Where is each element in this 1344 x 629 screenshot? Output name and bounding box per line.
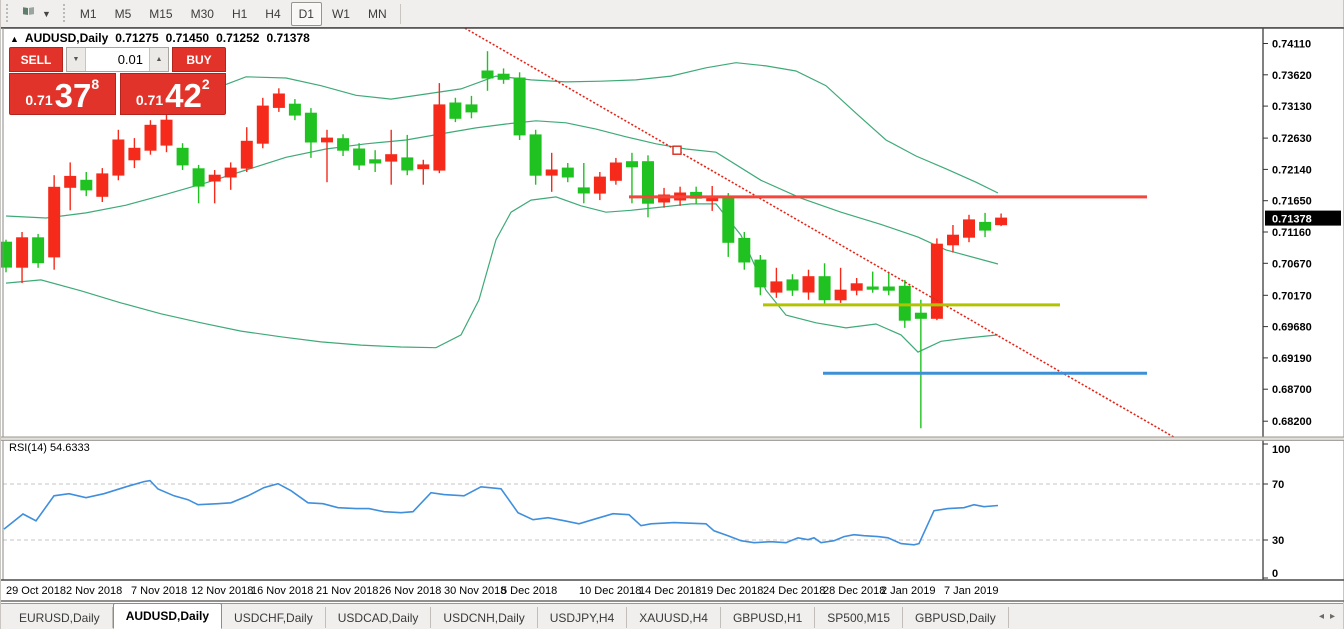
svg-text:0.72140: 0.72140 bbox=[1272, 164, 1312, 176]
timeframe-button-w1[interactable]: W1 bbox=[331, 6, 350, 21]
svg-text:26 Nov 2018: 26 Nov 2018 bbox=[379, 585, 441, 597]
svg-text:5 Dec 2018: 5 Dec 2018 bbox=[501, 585, 557, 597]
timeframe-button-m30[interactable]: M30 bbox=[190, 6, 214, 21]
tab-scroll-left-icon[interactable]: ◂ bbox=[1318, 611, 1324, 622]
candlesticks bbox=[1, 51, 1008, 429]
chart-canvas[interactable]: 0.74110 0.73620 0.73130 0.72630 0.72140 0.716… bbox=[1, 0, 1344, 602]
sell-price-prefix: 0.71 bbox=[25, 92, 53, 108]
price-axis[interactable]: 0.74110 0.73620 0.73130 0.72630 0.72140 0.716… bbox=[1263, 39, 1341, 581]
symbols-tool-button[interactable]: ▼ bbox=[15, 2, 57, 26]
date-axis[interactable]: 29 Oct 2018 2 Nov 2018 7 Nov 2018 12 Nov 20… bbox=[6, 585, 998, 597]
buy-button[interactable]: BUY bbox=[172, 47, 226, 72]
chart-tab-eurusd-daily[interactable]: EURUSD,Daily bbox=[7, 607, 113, 628]
svg-text:0.74110: 0.74110 bbox=[1272, 39, 1311, 51]
svg-text:2 Jan 2019: 2 Jan 2019 bbox=[881, 585, 935, 597]
chart-tab-usdcad-daily[interactable]: USDCAD,Daily bbox=[326, 607, 432, 628]
buy-price-sup: 2 bbox=[201, 76, 210, 92]
svg-text:0.71378: 0.71378 bbox=[1272, 214, 1312, 226]
volume-input[interactable] bbox=[86, 48, 149, 71]
svg-text:28 Dec 2018: 28 Dec 2018 bbox=[823, 585, 885, 597]
toolbar-separator bbox=[399, 3, 401, 24]
svg-text:0.73130: 0.73130 bbox=[1272, 101, 1312, 113]
svg-text:100: 100 bbox=[1272, 444, 1290, 456]
tab-scroll-buttons: ◂ ▸ bbox=[1313, 604, 1343, 629]
buy-price-prefix: 0.71 bbox=[135, 92, 164, 108]
pane-borders bbox=[1, 27, 1344, 602]
svg-text:0.71650: 0.71650 bbox=[1272, 196, 1312, 208]
svg-text:14 Dec 2018: 14 Dec 2018 bbox=[639, 585, 701, 597]
rsi-indicator-label: RSI(14) 54.6333 bbox=[9, 442, 90, 454]
chart-tab-usdjpy-h4[interactable]: USDJPY,H4 bbox=[538, 607, 628, 628]
timeframe-button-d1[interactable]: D1 bbox=[290, 1, 322, 26]
timeframes-toolbar: ▼ M1 M5 M15 M30 H1 H4 D1 W1 MN bbox=[1, 0, 1343, 28]
svg-text:0.68200: 0.68200 bbox=[1272, 416, 1312, 428]
svg-text:0.69190: 0.69190 bbox=[1272, 353, 1312, 365]
svg-text:7 Nov 2018: 7 Nov 2018 bbox=[131, 585, 187, 597]
ohlc-high: 0.71450 bbox=[165, 31, 210, 45]
timeframe-button-mn[interactable]: MN bbox=[367, 6, 387, 21]
symbols-icon bbox=[21, 5, 37, 22]
chevron-down-icon: ▼ bbox=[42, 8, 51, 19]
sell-price-tile[interactable]: 0.71 37 8 bbox=[9, 73, 116, 115]
toolbar-grip[interactable] bbox=[60, 3, 68, 24]
svg-text:0.73620: 0.73620 bbox=[1272, 70, 1312, 82]
volume-increase-button[interactable]: ▲ bbox=[149, 48, 168, 71]
sell-price-big: 37 bbox=[54, 76, 92, 114]
svg-text:30 Nov 2018: 30 Nov 2018 bbox=[444, 585, 506, 597]
timeframe-buttons: M1 M5 M15 M30 H1 H4 D1 W1 MN bbox=[71, 1, 396, 26]
svg-text:0: 0 bbox=[1272, 568, 1278, 580]
svg-text:0.71160: 0.71160 bbox=[1272, 227, 1311, 239]
svg-text:30: 30 bbox=[1272, 535, 1284, 547]
chart-tab-bar: EURUSD,Daily AUDUSD,Daily USDCHF,Daily USDC… bbox=[1, 603, 1343, 629]
ohlc-close: 0.71378 bbox=[266, 31, 310, 45]
timeframe-button-m15[interactable]: M15 bbox=[149, 6, 173, 21]
svg-text:24 Dec 2018: 24 Dec 2018 bbox=[763, 585, 825, 597]
chart-tab-usdchf-daily[interactable]: USDCHF,Daily bbox=[222, 607, 326, 628]
chart-tab-gbpusd-daily[interactable]: GBPUSD,Daily bbox=[903, 607, 1009, 628]
svg-text:70: 70 bbox=[1272, 479, 1284, 491]
svg-text:16 Nov 2018: 16 Nov 2018 bbox=[251, 585, 313, 597]
svg-text:0.70170: 0.70170 bbox=[1272, 290, 1312, 302]
sell-button[interactable]: SELL bbox=[9, 47, 63, 72]
chart-tab-usdcnh-daily[interactable]: USDCNH,Daily bbox=[431, 607, 538, 628]
timeframe-button-h1[interactable]: H1 bbox=[231, 6, 248, 21]
chart-title: ▲ AUDUSD,Daily 0.71275 0.71450 0.71252 0.7137… bbox=[10, 31, 310, 45]
tab-scroll-right-icon[interactable]: ▸ bbox=[1329, 611, 1335, 622]
svg-text:2 Nov 2018: 2 Nov 2018 bbox=[66, 585, 122, 597]
svg-text:0.70670: 0.70670 bbox=[1272, 258, 1312, 270]
buy-price-tile[interactable]: 0.71 42 2 bbox=[119, 73, 226, 115]
svg-text:12 Nov 2018: 12 Nov 2018 bbox=[191, 585, 253, 597]
svg-text:0.69680: 0.69680 bbox=[1272, 322, 1312, 334]
chart-tab-audusd-daily[interactable]: AUDUSD,Daily bbox=[112, 603, 223, 629]
svg-text:29 Oct 2018: 29 Oct 2018 bbox=[6, 585, 66, 597]
volume-decrease-button[interactable]: ▼ bbox=[67, 48, 86, 71]
one-click-trading-panel: SELL ▼ ▲ BUY 0.71 37 8 0.71 42 2 bbox=[9, 47, 226, 115]
svg-text:7 Jan 2019: 7 Jan 2019 bbox=[944, 585, 998, 597]
collapse-quote-panel-icon[interactable]: ▲ bbox=[10, 34, 19, 44]
svg-text:0.72630: 0.72630 bbox=[1272, 133, 1312, 145]
svg-text:19 Dec 2018: 19 Dec 2018 bbox=[701, 585, 763, 597]
volume-stepper: ▼ ▲ bbox=[66, 47, 169, 72]
ohlc-low: 0.71252 bbox=[216, 31, 260, 45]
svg-text:21 Nov 2018: 21 Nov 2018 bbox=[316, 585, 378, 597]
timeframe-button-h4[interactable]: H4 bbox=[265, 6, 281, 21]
timeframe-button-m1[interactable]: M1 bbox=[79, 6, 97, 21]
chart-tab-xauusd-h4[interactable]: XAUUSD,H4 bbox=[627, 607, 721, 628]
chart-tab-gbpusd-h1[interactable]: GBPUSD,H1 bbox=[721, 607, 816, 628]
chart-tab-sp500-m15[interactable]: SP500,M15 bbox=[815, 607, 904, 628]
buy-price-big: 42 bbox=[165, 76, 202, 114]
chart-symbol: AUDUSD,Daily bbox=[24, 31, 109, 45]
toolbar-grip[interactable] bbox=[4, 3, 11, 24]
timeframe-button-m5[interactable]: M5 bbox=[114, 6, 132, 21]
svg-text:0.68700: 0.68700 bbox=[1272, 384, 1312, 396]
drawn-objects[interactable] bbox=[464, 27, 1177, 440]
svg-text:10 Dec 2018: 10 Dec 2018 bbox=[579, 585, 641, 597]
ohlc-open: 0.71275 bbox=[115, 31, 159, 45]
sell-price-sup: 8 bbox=[91, 76, 100, 92]
rsi-pane bbox=[3, 479, 1263, 546]
chart-tabs: EURUSD,Daily AUDUSD,Daily USDCHF,Daily USDC… bbox=[1, 603, 1009, 629]
